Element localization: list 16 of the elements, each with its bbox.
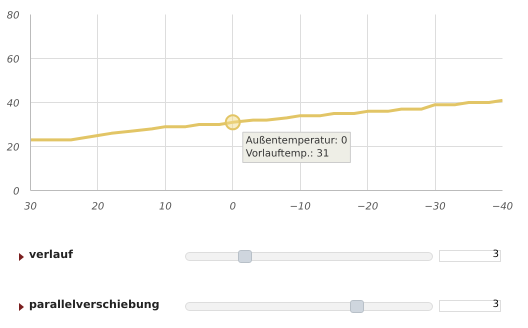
x-tick-label: 20 (92, 202, 104, 212)
y-tick-label: 60 (6, 54, 20, 66)
x-tick-label: 10 (158, 202, 172, 212)
text: parallelverschiebung (29, 298, 160, 311)
x-tick-label: −20 (357, 202, 378, 212)
x-tick-label: −30 (424, 202, 446, 212)
text: verlauf (29, 248, 73, 261)
y-tick-label: 40 (6, 98, 20, 110)
x-tick-label: 30 (24, 202, 37, 212)
y-tick-label: 20 (6, 142, 20, 154)
x-tick-label: −10 (290, 202, 311, 212)
y-tick-label: 0 (13, 186, 20, 198)
annotation: Außentemperatur: 0 Vorlauftemp.: 31 (246, 135, 348, 160)
y-tick-label: 80 (6, 10, 20, 22)
x-tick-label: −40 (492, 202, 514, 212)
x-tick-label: 0 (230, 202, 236, 212)
